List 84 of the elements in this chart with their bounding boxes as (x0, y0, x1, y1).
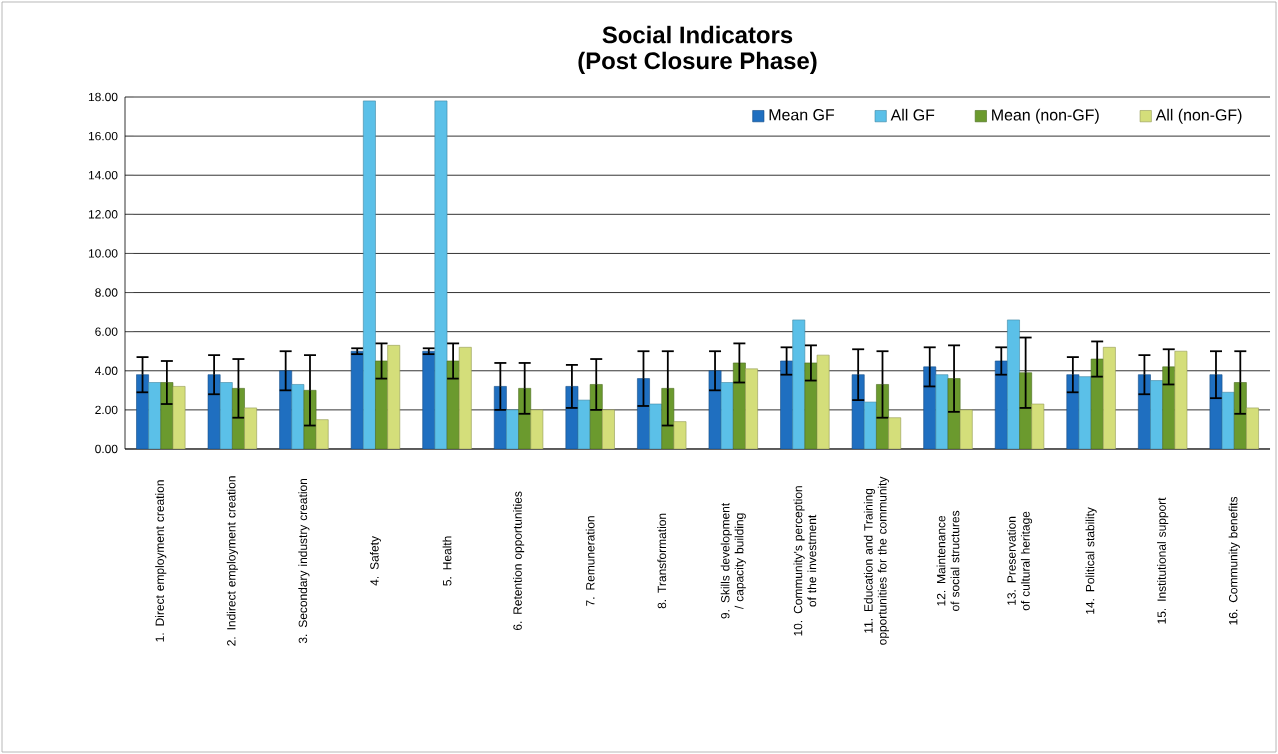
x-tick-label: 13. Preservation of cultural heritage (1006, 511, 1033, 611)
x-tick-label: 1. Direct employment creation (155, 480, 167, 642)
legend-label: All GF (890, 108, 935, 121)
bar (530, 409, 544, 449)
bar (720, 382, 734, 449)
bar (1007, 319, 1020, 449)
x-tick-label: 2. Indirect employment creation (226, 476, 238, 646)
bar (792, 319, 806, 449)
y-tick-label: 6.00 (95, 327, 118, 336)
bar (637, 378, 650, 449)
bar (935, 374, 949, 449)
y-tick-label: 12.00 (88, 210, 118, 219)
bar (780, 360, 793, 449)
bar (136, 374, 149, 449)
bar (1209, 374, 1223, 449)
bar (1090, 358, 1104, 449)
bar (375, 360, 388, 449)
x-tick-label: 10. Community's perception of the investment (793, 486, 817, 636)
bar (888, 417, 902, 449)
x-tick-label: 12. Maintenance of social structures (936, 510, 960, 611)
x-tick-label: 8. Transformation (657, 513, 667, 609)
bar (446, 360, 460, 449)
bar (577, 399, 591, 449)
bar (745, 368, 758, 449)
bar (994, 360, 1008, 449)
x-tick-label: 6. Retention opportunities (513, 491, 525, 631)
x-tick-label: 9. Skills development / capacity building (720, 502, 746, 619)
bar (219, 382, 233, 449)
x-tick-label: 5. Health (442, 536, 452, 586)
x-tick-label: 11. Education and Training opportunities for the community (863, 476, 889, 645)
bar (1246, 407, 1259, 449)
x-tick-label: 16. Community benefits (1228, 496, 1240, 625)
bar (804, 362, 818, 449)
bar (732, 362, 746, 449)
bar (387, 345, 401, 449)
bar (434, 100, 448, 449)
bar (363, 100, 376, 449)
y-tick-label: 16.00 (88, 131, 118, 141)
bar (851, 374, 865, 449)
x-tick-label: 7. Remuneration (585, 516, 595, 606)
bar (232, 388, 245, 449)
y-tick-label: 4.00 (94, 366, 118, 376)
y-tick-label: 2.00 (95, 405, 118, 415)
bar (1102, 347, 1116, 449)
bar (279, 370, 293, 449)
y-tick-label: 14.00 (88, 170, 118, 180)
bar (673, 421, 687, 449)
bar (863, 401, 877, 449)
bar (350, 350, 364, 449)
bar (602, 409, 615, 449)
bar (1138, 374, 1151, 449)
bar (959, 409, 973, 449)
bar (1174, 350, 1188, 449)
bar (649, 403, 663, 449)
x-tick-label: 15. Institutional support (1157, 497, 1169, 624)
bar (1031, 403, 1045, 449)
bar (1162, 366, 1176, 449)
bar (148, 382, 162, 449)
bar (506, 409, 519, 449)
bar (923, 366, 937, 449)
x-tick-label: 14. Political stability (1085, 507, 1097, 614)
bar (315, 419, 329, 449)
bar (816, 354, 830, 449)
bar (172, 386, 186, 449)
legend-label: Mean GF (769, 109, 835, 121)
bar (244, 407, 257, 449)
chart-title: Social Indicators (Post Closure Phase) (578, 25, 817, 75)
x-tick-label: 3. Secondary industry creation (298, 478, 310, 644)
bar (422, 350, 436, 449)
bar (291, 384, 305, 449)
y-tick-label: 18.00 (88, 92, 118, 102)
legend-label: All (non-GF) (1155, 108, 1242, 124)
bar (207, 374, 221, 449)
x-tick-label: 4. Safety (369, 536, 382, 586)
bar (708, 370, 722, 449)
y-tick-label: 0.00 (95, 444, 118, 454)
bar (1221, 391, 1235, 449)
y-tick-label: 8.00 (95, 288, 118, 297)
legend-label: Mean (non-GF) (992, 108, 1099, 124)
bar (1150, 380, 1163, 449)
bar (565, 386, 579, 449)
y-tick-label: 10.00 (88, 249, 118, 258)
bar (1078, 376, 1092, 449)
bar (458, 347, 472, 449)
